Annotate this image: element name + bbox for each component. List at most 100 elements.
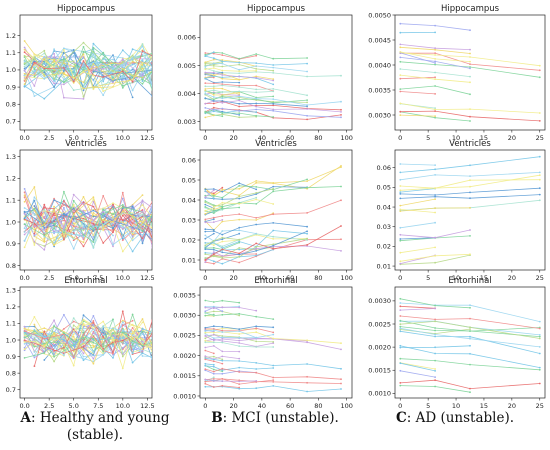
series-point — [23, 210, 26, 213]
series-point — [92, 222, 95, 225]
series-point — [212, 345, 215, 347]
series-38 — [204, 51, 215, 57]
series-point — [141, 234, 144, 236]
series-line — [205, 355, 240, 360]
series-23 — [204, 199, 342, 221]
series-line — [400, 163, 436, 166]
series-point — [238, 312, 241, 315]
series-point — [255, 247, 258, 250]
series-8 — [399, 327, 541, 348]
series-point — [33, 196, 36, 199]
series-line — [205, 233, 215, 240]
series-line — [400, 305, 436, 309]
series-point — [43, 73, 46, 76]
series-point — [212, 313, 215, 316]
series-point — [538, 368, 541, 371]
series-point — [212, 337, 215, 340]
panel-title: Ventricles — [449, 139, 491, 149]
series-point — [212, 360, 215, 363]
series-line — [205, 300, 240, 304]
series-line — [205, 314, 214, 316]
series-point — [255, 362, 258, 364]
series-point — [131, 96, 134, 99]
series-point — [121, 250, 124, 253]
series-point — [469, 391, 471, 394]
series-point — [112, 58, 114, 61]
series-point — [23, 325, 26, 328]
series-point — [121, 339, 124, 342]
series-point — [204, 314, 207, 317]
series-point — [272, 222, 275, 224]
series-point — [151, 209, 152, 211]
series-point — [469, 67, 471, 70]
series-39 — [204, 71, 275, 82]
series-point — [469, 93, 471, 96]
series-point — [33, 95, 36, 97]
series-point — [53, 341, 55, 343]
series-point — [399, 309, 402, 311]
series-point — [33, 66, 36, 68]
panel-frame — [199, 14, 353, 131]
series-point — [340, 114, 342, 116]
series-point — [212, 96, 215, 98]
series-point — [212, 100, 215, 102]
series-point — [272, 367, 275, 369]
series-7 — [399, 171, 541, 181]
series-point — [72, 218, 75, 221]
series-point — [212, 85, 215, 88]
series-point — [23, 196, 26, 199]
panel-frame — [394, 149, 546, 271]
series-point — [112, 352, 114, 355]
series-point — [63, 200, 65, 202]
series-point — [53, 199, 55, 202]
series-point — [469, 326, 471, 329]
series-point — [434, 31, 436, 34]
series-point — [272, 203, 275, 205]
series-point — [204, 213, 207, 215]
series-point — [221, 188, 224, 191]
series-line — [400, 198, 436, 206]
series-12 — [399, 31, 436, 34]
series-point — [151, 204, 152, 206]
series-point — [92, 357, 95, 360]
series-point — [33, 74, 36, 76]
series-point — [102, 353, 105, 356]
series-point — [469, 185, 471, 188]
series-point — [221, 372, 224, 375]
series-point — [538, 120, 541, 122]
series-40 — [204, 92, 342, 106]
series-point — [151, 337, 152, 339]
series-point — [102, 58, 105, 61]
y-tick-label: 0.0050 — [368, 11, 391, 19]
series-line — [205, 93, 342, 106]
series-point — [469, 175, 471, 178]
series-point — [82, 95, 85, 98]
series-point — [399, 262, 402, 265]
series-line — [400, 91, 436, 95]
series-10 — [204, 63, 275, 72]
series-point — [212, 370, 215, 373]
series-point — [340, 250, 342, 252]
series-point — [255, 114, 258, 117]
series-point — [23, 223, 26, 226]
series-point — [131, 337, 134, 340]
series-point — [141, 50, 144, 52]
series-point — [121, 204, 124, 206]
series-point — [212, 212, 215, 215]
series-point — [212, 380, 215, 382]
series-point — [204, 62, 207, 65]
series-point — [204, 90, 207, 93]
series-point — [204, 253, 207, 256]
series-18 — [399, 22, 471, 32]
series-point — [204, 237, 207, 240]
series-point — [255, 203, 258, 205]
series-line — [400, 247, 436, 254]
series-point — [221, 367, 224, 370]
series-point — [469, 164, 471, 167]
series-point — [82, 359, 85, 362]
y-tick-label: 0.06 — [182, 156, 196, 164]
series-point — [212, 232, 215, 235]
series-point — [306, 118, 308, 121]
series-point — [469, 66, 471, 68]
y-tick-label: 0.7 — [6, 118, 16, 126]
